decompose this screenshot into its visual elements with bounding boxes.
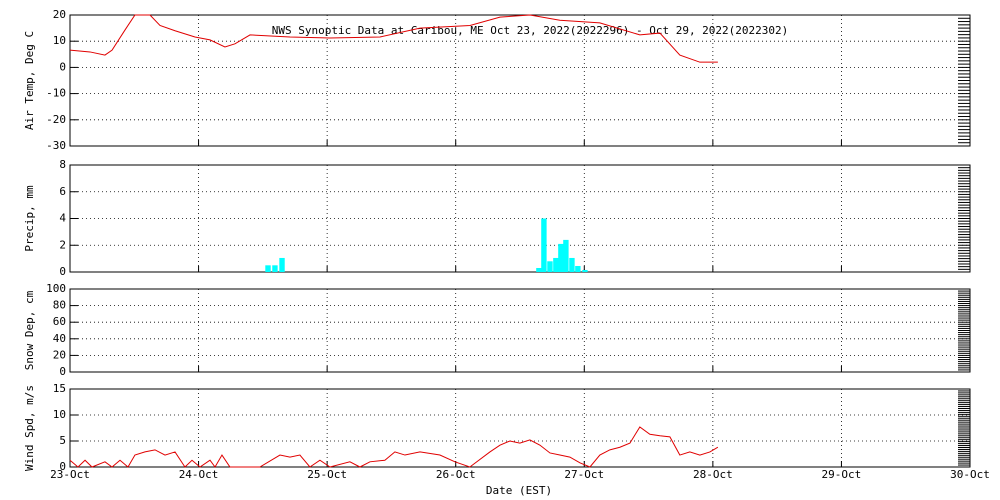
bar xyxy=(279,257,285,272)
x-axis-label: Date (EST) xyxy=(486,484,552,497)
plot-frame xyxy=(69,288,971,373)
y-tick-label: 20 xyxy=(53,8,66,21)
y-tick-label: 0 xyxy=(59,60,66,73)
y-tick-label: 100 xyxy=(46,282,66,295)
y-tick-label: 10 xyxy=(53,408,66,421)
x-tick-label: 24-Oct xyxy=(179,468,219,481)
x-tick-label: 27-Oct xyxy=(564,468,604,481)
y-tick-label: 6 xyxy=(59,185,66,198)
x-tick-label: 28-Oct xyxy=(693,468,733,481)
y-tick-label: 8 xyxy=(59,158,66,171)
y-tick-label: 60 xyxy=(53,315,66,328)
x-tick-label: 30-Oct xyxy=(950,468,990,481)
x-tick-label: 26-Oct xyxy=(436,468,476,481)
bar xyxy=(582,269,588,272)
bar xyxy=(265,265,271,272)
data-line xyxy=(69,14,718,63)
bar xyxy=(569,257,575,272)
y-tick-label: 5 xyxy=(59,434,66,447)
y-tick-label: 0 xyxy=(59,365,66,378)
y-tick-label: -10 xyxy=(46,87,66,100)
bar xyxy=(553,257,559,272)
x-tick-label: 25-Oct xyxy=(307,468,347,481)
y-tick-label: 80 xyxy=(53,299,66,312)
bar xyxy=(558,243,564,272)
bar xyxy=(541,218,547,272)
y-tick-label: 0 xyxy=(59,265,66,278)
bar xyxy=(547,261,553,272)
y-tick-label: 0 xyxy=(59,460,66,473)
y-tick-label: 2 xyxy=(59,238,66,251)
y-tick-label: 15 xyxy=(53,382,66,395)
y-axis-label: Snow Dep, cm xyxy=(23,290,36,370)
x-tick-label: 23-Oct xyxy=(50,468,90,481)
y-axis-label: Wind Spd, m/s xyxy=(23,385,36,471)
bar xyxy=(272,265,278,272)
plot-frame xyxy=(69,388,971,468)
y-tick-label: 10 xyxy=(53,34,66,47)
bar xyxy=(536,267,542,272)
y-axis-label: Precip, mm xyxy=(23,185,36,252)
y-tick-label: -20 xyxy=(46,113,66,126)
y-tick-label: -30 xyxy=(46,139,66,152)
bar xyxy=(575,265,581,272)
y-axis-label: Air Temp, Deg C xyxy=(23,31,36,130)
y-tick-label: 4 xyxy=(59,212,66,225)
bar xyxy=(563,239,569,272)
x-tick-label: 29-Oct xyxy=(822,468,862,481)
chart-title: NWS Synoptic Data at Caribou, ME Oct 23,… xyxy=(272,24,789,37)
data-line xyxy=(69,426,719,468)
y-tick-label: 40 xyxy=(53,332,66,345)
y-tick-label: 20 xyxy=(53,348,66,361)
